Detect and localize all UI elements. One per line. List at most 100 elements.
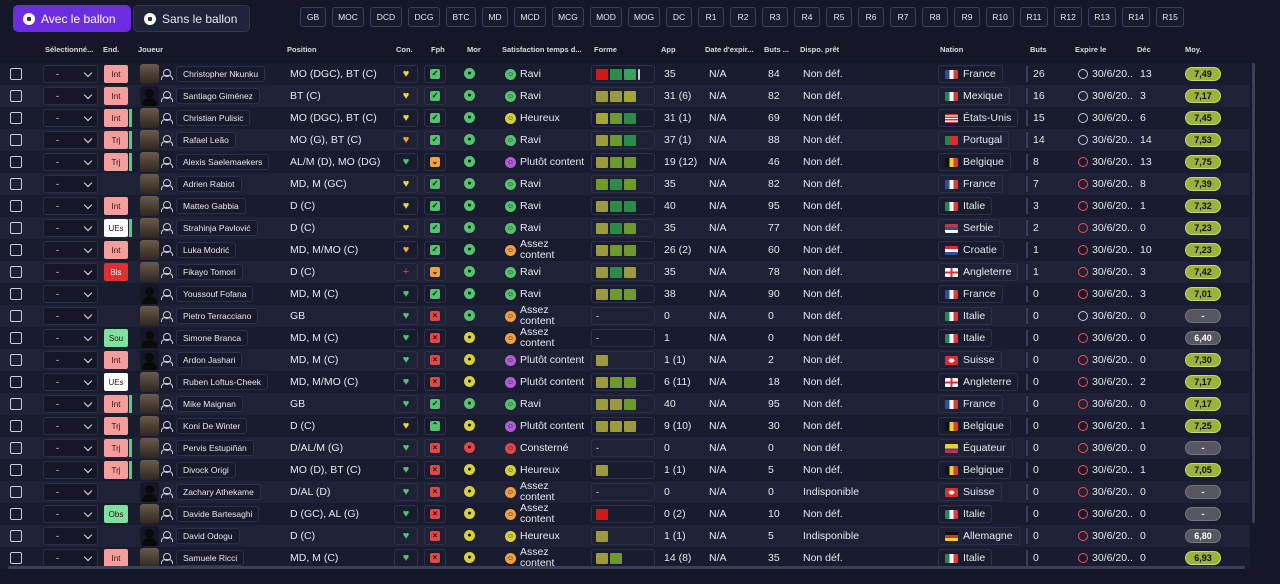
selection-dropdown[interactable]: - <box>43 505 98 523</box>
player-name[interactable]: Fikayo Tomori <box>176 264 243 280</box>
position-filter-dc[interactable]: DC <box>666 7 692 27</box>
row-checkbox[interactable] <box>10 244 22 256</box>
col-expires[interactable]: Expire le <box>1075 45 1107 54</box>
position-filter-r4[interactable]: R4 <box>794 7 820 27</box>
table-row[interactable]: - Bls Fikayo Tomori D (C) + ⌄ ● ☺ Ravi 35 N/A 78 Non… <box>0 261 1250 283</box>
nation-cell[interactable]: Suisse <box>938 351 1002 369</box>
col-form[interactable]: Forme <box>594 45 617 54</box>
table-row[interactable]: - Trj Pervis Estupiñán D/AL/M (G) ♥ × ● ☺ Conste… <box>0 437 1250 459</box>
nation-cell[interactable]: France <box>938 285 1003 303</box>
player-name[interactable]: David Odogu <box>176 528 240 544</box>
col-fph[interactable]: Fph <box>431 45 445 54</box>
table-row[interactable]: - UEs Strahinja Pavlović D (C) ♥ ✓ ● ☺ Ravi 35 N/A… <box>0 217 1250 239</box>
position-filter-gb[interactable]: GB <box>300 7 326 27</box>
player-name[interactable]: Ruben Loftus-Cheek <box>176 374 268 390</box>
row-checkbox[interactable] <box>10 354 22 366</box>
row-checkbox[interactable] <box>10 288 22 300</box>
selection-dropdown[interactable]: - <box>43 219 98 237</box>
player-name[interactable]: Santiago Giménez <box>176 88 260 104</box>
row-checkbox[interactable] <box>10 90 22 102</box>
position-filter-r2[interactable]: R2 <box>730 7 756 27</box>
selection-dropdown[interactable]: - <box>43 439 98 457</box>
player-name[interactable]: Strahinja Pavlović <box>176 220 258 236</box>
col-mor[interactable]: Mor <box>467 45 481 54</box>
position-filter-btc[interactable]: BTC <box>446 7 476 27</box>
player-name[interactable]: Pietro Terracciano <box>176 308 259 324</box>
player-name[interactable]: Christopher Nkunku <box>176 66 266 82</box>
nation-cell[interactable]: Croatie <box>938 241 1004 259</box>
col-app[interactable]: App <box>661 45 676 54</box>
nation-cell[interactable]: Belgique <box>938 417 1011 435</box>
nation-cell[interactable]: Italie <box>938 549 993 567</box>
position-filter-mcg[interactable]: MCG <box>552 7 584 27</box>
row-checkbox[interactable] <box>10 156 22 168</box>
table-row[interactable]: - Int Christian Pulisic MO (DGC), BT (C) ♥ ✓ ●… <box>0 107 1250 129</box>
table-row[interactable]: - Int Ardon Jashari MD, M (C) ♥ × ● ☺ Plutôt con… <box>0 349 1250 371</box>
table-row[interactable]: - Int Samuele Ricci MD, M (C) ♥ × ● ☺ Assez cont… <box>0 547 1250 569</box>
selection-dropdown[interactable]: - <box>43 527 98 545</box>
table-row[interactable]: - Trj Rafael Leão MO (G), BT (C) ♥ ✓ ● ☺ Ravi 37 … <box>0 129 1250 151</box>
position-filter-r3[interactable]: R3 <box>762 7 788 27</box>
position-filter-r11[interactable]: R11 <box>1020 7 1048 27</box>
row-checkbox[interactable] <box>10 200 22 212</box>
row-checkbox[interactable] <box>10 530 22 542</box>
position-filter-moc[interactable]: MOC <box>332 7 364 27</box>
row-checkbox[interactable] <box>10 552 22 564</box>
selection-dropdown[interactable]: - <box>43 373 98 391</box>
nation-cell[interactable]: Italie <box>938 197 993 215</box>
nation-cell[interactable]: Serbie <box>938 219 1001 237</box>
position-filter-dcd[interactable]: DCD <box>370 7 402 27</box>
player-name[interactable]: Ardon Jashari <box>176 352 243 368</box>
selection-dropdown[interactable]: - <box>43 483 98 501</box>
table-row[interactable]: - Adrien Rabiot MD, M (GC) ♥ ✓ ● ☺ Ravi 35 N/A 82 N… <box>0 173 1250 195</box>
selection-dropdown[interactable]: - <box>43 197 98 215</box>
position-filter-r5[interactable]: R5 <box>826 7 852 27</box>
row-checkbox[interactable] <box>10 266 22 278</box>
col-dispo[interactable]: Dispo. prêt <box>800 45 840 54</box>
row-checkbox[interactable] <box>10 68 22 80</box>
player-name[interactable]: Samuele Ricci <box>176 550 245 566</box>
player-name[interactable]: Adrien Rabiot <box>176 176 242 192</box>
selection-dropdown[interactable]: - <box>43 153 98 171</box>
col-end[interactable]: End. <box>103 45 120 54</box>
row-checkbox[interactable] <box>10 420 22 432</box>
position-filter-mod[interactable]: MOD <box>590 7 622 27</box>
col-con[interactable]: Con. <box>396 45 413 54</box>
table-row[interactable]: - Zachary Athekame D/AL (D) ♥ × ● ☺ Assez conte… <box>0 481 1250 503</box>
selection-dropdown[interactable]: - <box>43 241 98 259</box>
table-row[interactable]: - David Odogu D (C) ♥ × ● ☺ Heureux 1 (1) N/A 5 Ind… <box>0 525 1250 547</box>
position-filter-r6[interactable]: R6 <box>858 7 884 27</box>
position-filter-r7[interactable]: R7 <box>890 7 916 27</box>
nation-cell[interactable]: Belgique <box>938 153 1011 171</box>
table-row[interactable]: - Trj Alexis Saelemaekers AL/M (D), MO (DG)… <box>0 151 1250 173</box>
nation-cell[interactable]: Italie <box>938 329 993 347</box>
nation-cell[interactable]: Italie <box>938 307 993 325</box>
vertical-scrollbar[interactable] <box>1252 63 1255 523</box>
selection-dropdown[interactable]: - <box>43 417 98 435</box>
table-row[interactable]: - Pietro Terracciano GB ♥ × ● ☺ Assez content - 0… <box>0 305 1250 327</box>
selection-dropdown[interactable]: - <box>43 307 98 325</box>
position-filter-mcd[interactable]: MCD <box>514 7 546 27</box>
row-checkbox[interactable] <box>10 508 22 520</box>
without-ball-toggle[interactable]: Sans le ballon <box>133 5 250 32</box>
position-filter-r13[interactable]: R13 <box>1088 7 1116 27</box>
nation-cell[interactable]: France <box>938 175 1003 193</box>
horizontal-scrollbar[interactable] <box>8 566 1245 569</box>
player-name[interactable]: Matteo Gabbia <box>176 198 246 214</box>
position-filter-md[interactable]: MD <box>482 7 508 27</box>
row-checkbox[interactable] <box>10 464 22 476</box>
row-checkbox[interactable] <box>10 112 22 124</box>
col-avg[interactable]: Moy. <box>1185 45 1202 54</box>
position-filter-r9[interactable]: R9 <box>954 7 980 27</box>
col-player[interactable]: Joueur <box>138 45 164 54</box>
nation-cell[interactable]: Angleterre <box>938 373 1019 391</box>
table-row[interactable]: - Int Mike Maignan GB ♥ ✓ ● ☺ Ravi 40 N/A 95 Non déf… <box>0 393 1250 415</box>
table-row[interactable]: - Int Matteo Gabbia D (C) ♥ ✓ ● ☺ Ravi 40 N/A 95 Non… <box>0 195 1250 217</box>
row-checkbox[interactable] <box>10 310 22 322</box>
table-row[interactable]: - Int Santiago Giménez BT (C) ♥ ✓ ● ☺ Ravi 31 (6)… <box>0 85 1250 107</box>
player-name[interactable]: Luka Modrić <box>176 242 237 258</box>
nation-cell[interactable]: Belgique <box>938 461 1011 479</box>
player-name[interactable]: Rafael Leão <box>176 132 236 148</box>
selection-dropdown[interactable]: - <box>43 461 98 479</box>
col-nation[interactable]: Nation <box>940 45 964 54</box>
